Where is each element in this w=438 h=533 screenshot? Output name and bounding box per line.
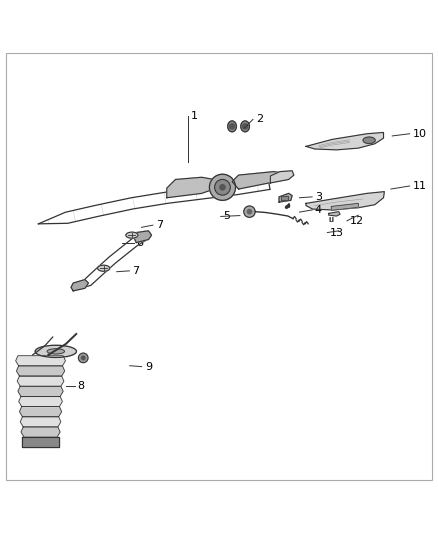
Text: 5: 5 <box>223 212 230 221</box>
Polygon shape <box>232 172 286 189</box>
Polygon shape <box>18 386 63 397</box>
Polygon shape <box>20 417 61 427</box>
Ellipse shape <box>241 121 250 132</box>
Text: 8: 8 <box>78 381 85 391</box>
Polygon shape <box>306 192 385 210</box>
Circle shape <box>215 180 230 195</box>
Circle shape <box>247 209 252 214</box>
Ellipse shape <box>35 345 77 358</box>
Circle shape <box>244 206 255 217</box>
Polygon shape <box>167 177 219 198</box>
Text: 9: 9 <box>145 361 152 372</box>
Polygon shape <box>39 178 270 224</box>
Polygon shape <box>331 204 358 211</box>
Polygon shape <box>19 397 62 407</box>
Text: 1: 1 <box>191 111 198 122</box>
Bar <box>281 196 288 200</box>
Ellipse shape <box>47 349 64 354</box>
Polygon shape <box>306 133 384 150</box>
Circle shape <box>243 124 248 129</box>
Ellipse shape <box>363 137 375 143</box>
Ellipse shape <box>98 265 110 271</box>
Polygon shape <box>279 193 292 202</box>
Circle shape <box>209 174 236 200</box>
Text: 7: 7 <box>156 220 163 230</box>
Circle shape <box>220 184 225 190</box>
Polygon shape <box>134 231 152 243</box>
Text: 11: 11 <box>413 181 427 191</box>
Text: 3: 3 <box>315 192 322 202</box>
Polygon shape <box>22 437 59 447</box>
Polygon shape <box>71 279 88 291</box>
Bar <box>281 196 288 200</box>
Polygon shape <box>21 427 60 437</box>
Polygon shape <box>17 366 65 376</box>
Circle shape <box>230 124 235 129</box>
Polygon shape <box>78 233 145 289</box>
Polygon shape <box>270 171 294 183</box>
Polygon shape <box>17 376 64 386</box>
Text: 4: 4 <box>315 205 322 215</box>
Ellipse shape <box>228 121 237 132</box>
Polygon shape <box>16 356 65 366</box>
Text: 10: 10 <box>413 129 427 139</box>
Circle shape <box>78 353 88 362</box>
Ellipse shape <box>126 232 138 238</box>
Text: 13: 13 <box>330 228 344 238</box>
Circle shape <box>81 356 85 360</box>
Text: 12: 12 <box>350 216 364 226</box>
Text: 6: 6 <box>136 238 143 247</box>
Polygon shape <box>328 212 340 216</box>
Text: 7: 7 <box>132 266 139 276</box>
Text: 2: 2 <box>256 114 263 124</box>
Polygon shape <box>20 407 62 417</box>
